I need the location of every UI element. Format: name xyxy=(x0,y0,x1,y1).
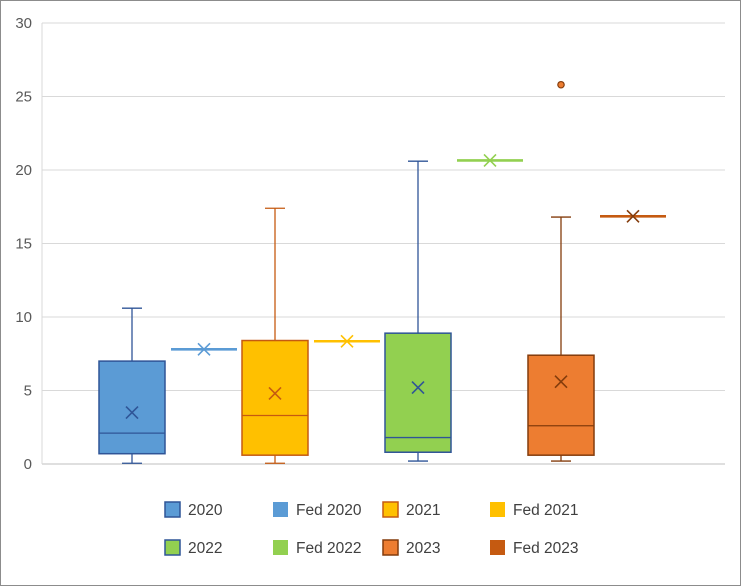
y-tick-label-0: 0 xyxy=(24,456,32,473)
legend: 2020 Fed 2020 2021 Fed 2021 2022 Fed 2022 2023… xyxy=(164,501,579,557)
outlier-2023-0 xyxy=(557,80,565,89)
legend-label-fed-2023: Fed 2023 xyxy=(513,540,579,557)
rate-marker-fed-2020 xyxy=(197,342,211,356)
series-fed-2020 xyxy=(171,342,237,356)
legend-label-fed-2020: Fed 2020 xyxy=(296,502,362,519)
legend-label-fed-2022: Fed 2022 xyxy=(296,540,362,557)
legend-label-2022: 2022 xyxy=(188,540,222,557)
y-tick-label-25: 25 xyxy=(15,89,32,106)
legend-swatch-2023 xyxy=(382,539,399,556)
legend-label-2021: 2021 xyxy=(406,502,440,519)
legend-swatch-2021 xyxy=(382,501,399,518)
legend-label-2023: 2023 xyxy=(406,540,440,557)
legend-swatch-2022 xyxy=(164,539,181,556)
legend-swatch-fed-2020 xyxy=(273,502,288,517)
series-fed-2022 xyxy=(457,153,523,168)
series-2022 xyxy=(384,160,452,462)
y-tick-label-10: 10 xyxy=(15,309,32,326)
series-2021 xyxy=(241,207,309,464)
plot-area xyxy=(98,80,666,464)
y-tick-label-30: 30 xyxy=(15,15,32,32)
box-2023 xyxy=(527,354,595,456)
legend-swatch-fed-2021 xyxy=(490,502,505,517)
legend-item-2021: 2021 xyxy=(382,501,440,519)
series-2020 xyxy=(98,307,166,464)
rate-marker-fed-2021 xyxy=(340,334,354,348)
legend-item-fed-2022: Fed 2022 xyxy=(273,540,362,557)
legend-item-fed-2023: Fed 2023 xyxy=(490,540,579,557)
rate-marker-fed-2022 xyxy=(483,153,497,168)
mean-marker-2021 xyxy=(268,386,282,401)
series-fed-2021 xyxy=(314,334,380,348)
y-tick-label-15: 15 xyxy=(15,236,32,253)
legend-item-2023: 2023 xyxy=(382,539,440,557)
y-axis: 0 5 10 15 20 25 30 xyxy=(15,15,32,473)
y-tick-label-5: 5 xyxy=(24,383,32,400)
box-2020 xyxy=(98,360,166,455)
legend-swatch-fed-2023 xyxy=(490,540,505,555)
rate-marker-fed-2023 xyxy=(626,209,640,223)
legend-swatch-fed-2022 xyxy=(273,540,288,555)
legend-item-fed-2021: Fed 2021 xyxy=(490,502,579,519)
mean-marker-2020 xyxy=(125,405,139,420)
legend-label-fed-2021: Fed 2021 xyxy=(513,502,579,519)
legend-swatch-2020 xyxy=(164,501,181,518)
box-2022 xyxy=(384,332,452,453)
legend-label-2020: 2020 xyxy=(188,502,223,519)
box-2021 xyxy=(241,339,309,456)
legend-item-2020: 2020 xyxy=(164,501,223,519)
y-tick-label-20: 20 xyxy=(15,162,32,179)
mean-marker-2022 xyxy=(411,380,425,395)
legend-item-2022: 2022 xyxy=(164,539,222,557)
series-2023 xyxy=(527,80,595,462)
mean-marker-2023 xyxy=(554,375,568,389)
legend-item-fed-2020: Fed 2020 xyxy=(273,502,362,519)
series-fed-2023 xyxy=(600,209,666,223)
